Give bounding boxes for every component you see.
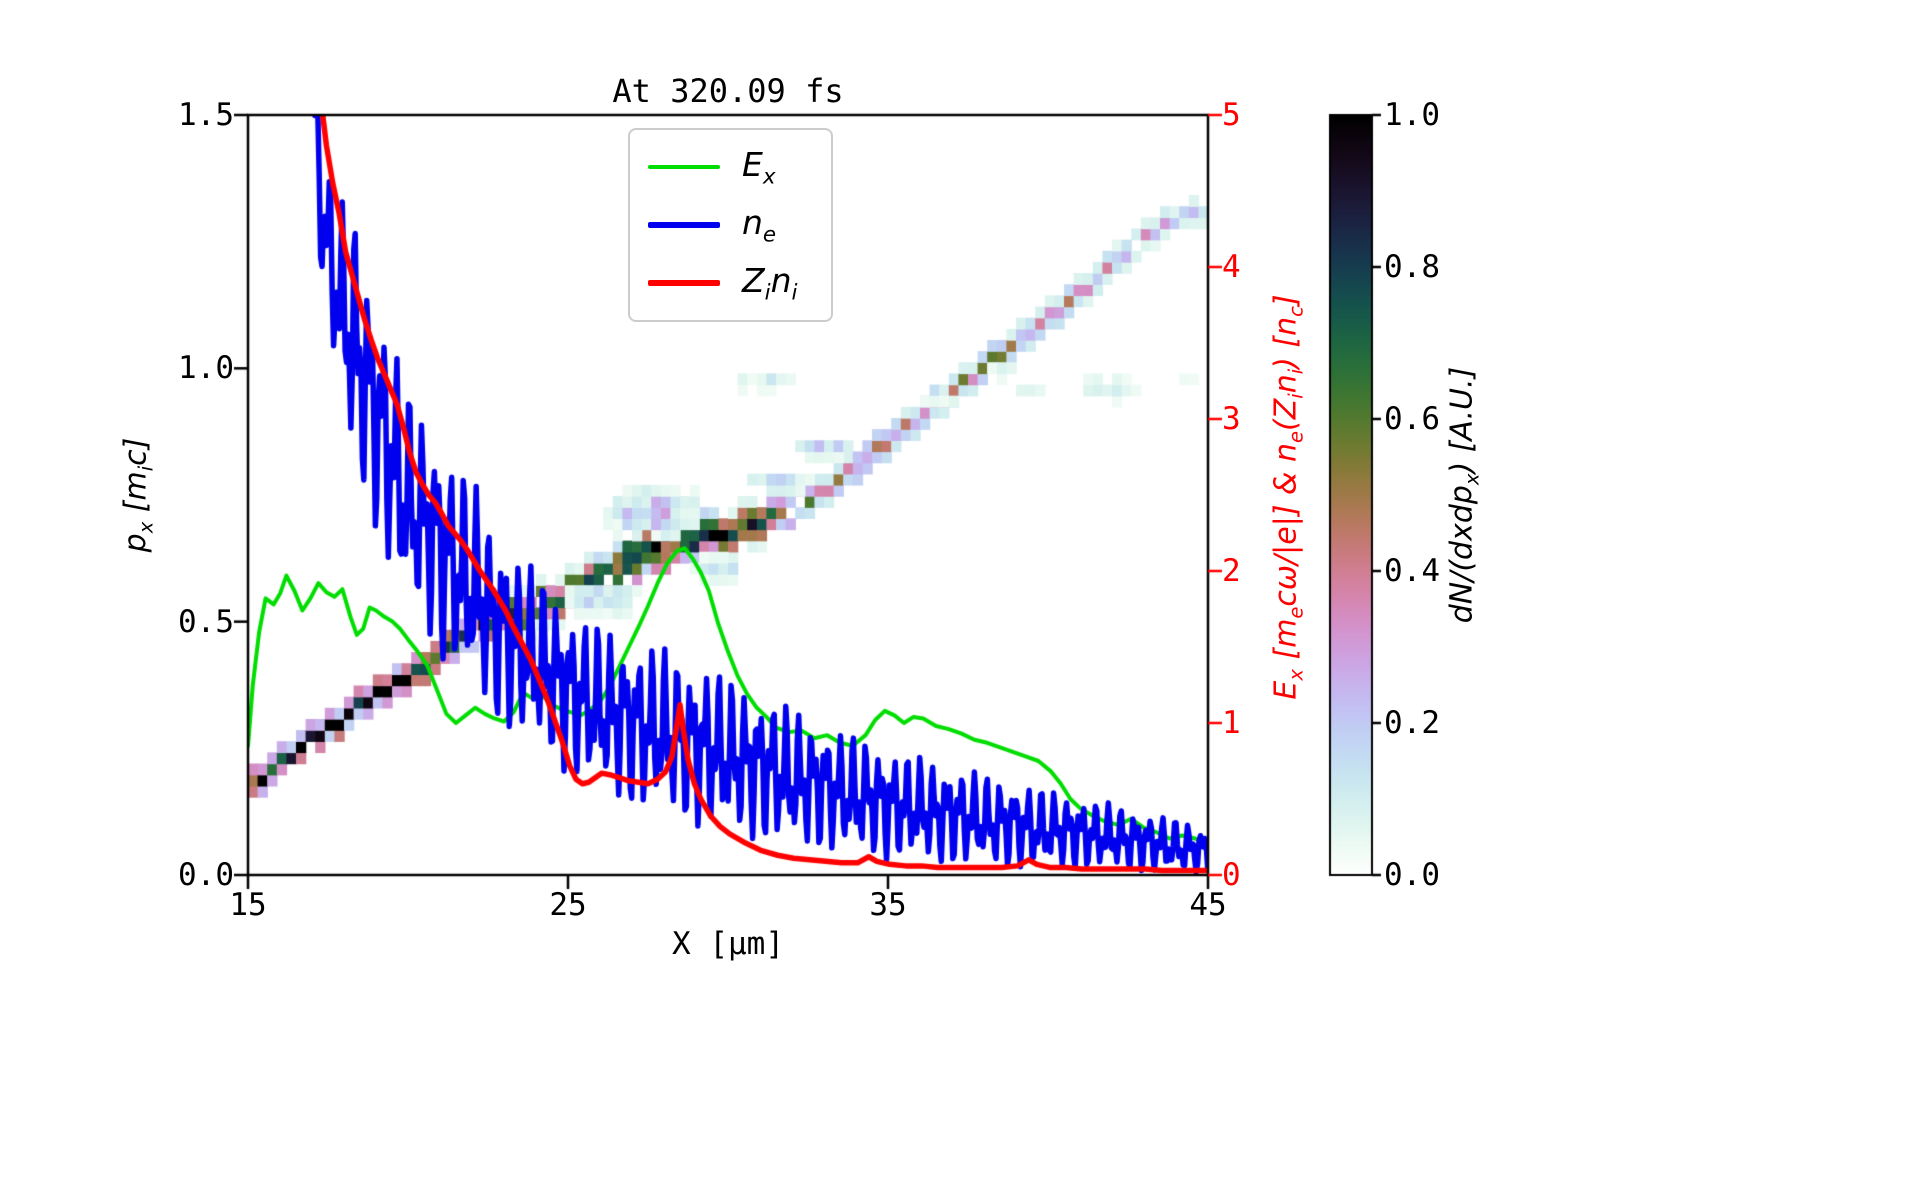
x-tick-label: 45 (1189, 887, 1227, 923)
x-tick-label: 25 (549, 887, 587, 923)
right-y-tick-label: 0 (1222, 857, 1241, 893)
colorbar-tick-label: 0.0 (1384, 857, 1440, 893)
right-y-tick-label: 2 (1222, 553, 1241, 589)
colorbar-tick-label: 0.8 (1384, 249, 1440, 285)
colorbar-tick-label: 1.0 (1384, 97, 1440, 133)
left-y-tick-label: 1.0 (178, 350, 234, 386)
legend: Ex ne Zini (628, 128, 834, 322)
colorbar-tick-label: 0.2 (1384, 705, 1440, 741)
plot-title: At 320.09 fs (612, 72, 844, 110)
legend-item-zini: Zini (648, 254, 797, 312)
legend-label-ex: Ex (742, 144, 776, 190)
left-y-axis-label: px [mic] (118, 437, 158, 553)
ex-line-sample (648, 165, 720, 169)
colorbar-tick-label: 0.6 (1384, 401, 1440, 437)
left-y-tick-label: 0.0 (178, 857, 234, 893)
legend-item-ex: Ex (648, 138, 797, 196)
ne-line-sample (648, 222, 720, 228)
colorbar-label: dN/(dxdpx) [A.U.] (1444, 366, 1484, 624)
right-y-tick-label: 3 (1222, 401, 1241, 437)
colorbar-tick-label: 0.4 (1384, 553, 1440, 589)
x-tick-label: 35 (869, 887, 907, 923)
right-y-tick-label: 4 (1222, 249, 1241, 285)
right-y-tick-label: 5 (1222, 97, 1241, 133)
right-y-tick-label: 1 (1222, 705, 1241, 741)
left-y-tick-label: 1.5 (178, 97, 234, 133)
legend-item-ne: ne (648, 196, 797, 254)
left-y-tick-label: 0.5 (178, 604, 234, 640)
legend-label-ne: ne (742, 202, 777, 248)
right-y-axis-label: Ex [mecω/|e|] & ne(Zini) [nc] (1268, 294, 1308, 700)
x-axis-label: X [μm] (672, 926, 784, 962)
legend-label-zini: Zini (742, 260, 798, 306)
x-tick-label: 15 (229, 887, 267, 923)
zini-line-sample (648, 280, 720, 286)
